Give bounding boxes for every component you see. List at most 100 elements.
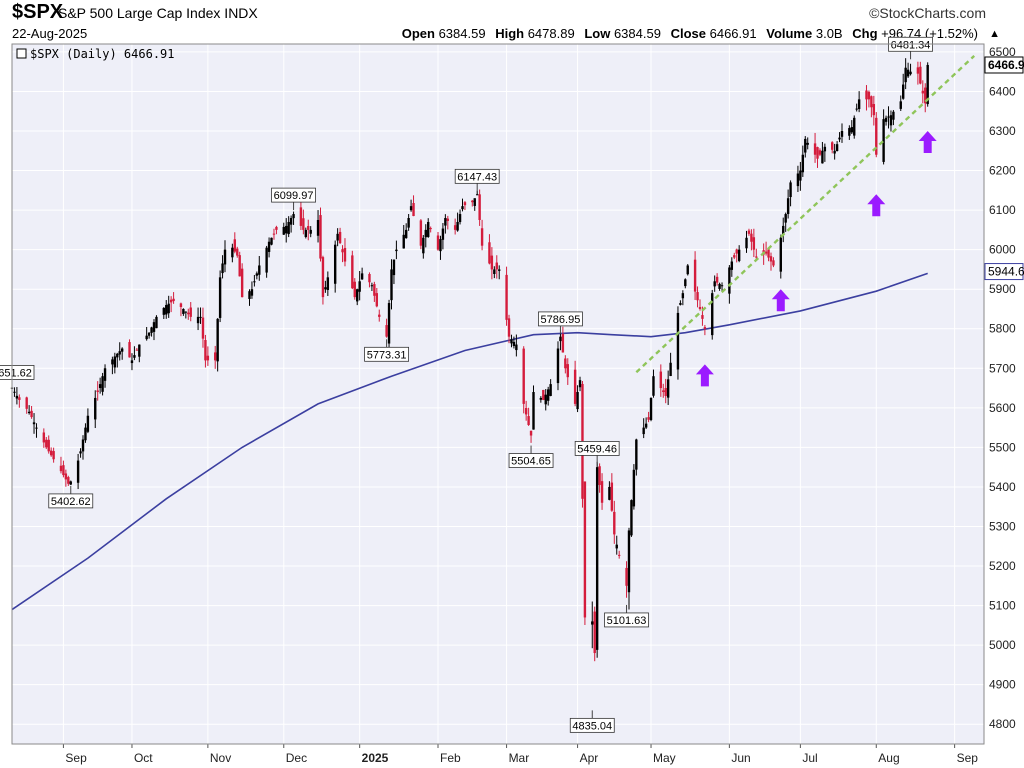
candle-body xyxy=(172,298,175,302)
x-tick-label: Sep xyxy=(65,751,87,765)
volume-label: Volume xyxy=(766,26,813,41)
close-label: Close xyxy=(670,26,706,41)
candle-body xyxy=(150,327,153,333)
candle-body xyxy=(902,84,905,99)
candle-body xyxy=(458,214,462,223)
candle-body xyxy=(456,221,459,231)
candle-body xyxy=(289,218,293,225)
candle-body xyxy=(681,293,685,299)
low-value: 6384.59 xyxy=(613,26,661,41)
candle-body xyxy=(816,147,819,159)
candle-body xyxy=(201,317,205,339)
candle-body xyxy=(59,465,63,472)
candle-body xyxy=(875,117,878,155)
legend-swatch-icon xyxy=(16,48,27,59)
candle-body xyxy=(529,430,533,436)
candle-body xyxy=(730,261,734,270)
candle-body xyxy=(375,293,379,307)
candle-body xyxy=(336,233,339,241)
ticker-symbol: $SPX xyxy=(12,1,64,23)
candle-body xyxy=(463,202,467,206)
low-label: Low xyxy=(584,26,611,41)
candle-body xyxy=(45,439,48,448)
x-tick-label: Dec xyxy=(286,751,307,765)
candle-body xyxy=(32,422,36,425)
open-label: Open xyxy=(401,26,435,41)
candle-body xyxy=(189,307,192,317)
brand-label[interactable]: ©StockCharts.com xyxy=(869,5,986,21)
candle-body xyxy=(786,198,790,214)
candle-body xyxy=(35,427,38,429)
candle-body xyxy=(15,395,19,399)
candle-body xyxy=(921,90,924,94)
candle-body xyxy=(693,259,697,292)
collapse-arrow-icon[interactable]: ▲ xyxy=(989,28,1000,40)
candle-body xyxy=(515,344,518,351)
candle-body xyxy=(429,228,432,230)
candle-body xyxy=(632,469,636,507)
candle-body xyxy=(600,481,604,503)
y-tick-label: 5000 xyxy=(989,638,1016,652)
ma-price-box xyxy=(984,263,1024,281)
y-tick-label: 4800 xyxy=(989,717,1016,731)
candle-body xyxy=(473,198,476,206)
candle-body xyxy=(182,308,185,314)
candle-body xyxy=(855,108,858,110)
candle-body xyxy=(360,273,364,280)
open-value: 6384.59 xyxy=(438,26,486,41)
candle-body xyxy=(30,410,33,418)
candle-body xyxy=(238,255,241,277)
candle-body xyxy=(96,390,99,393)
candle-body xyxy=(720,285,724,287)
candle-body xyxy=(304,229,308,238)
candle-body xyxy=(446,218,450,221)
candle-body xyxy=(302,218,305,230)
candle-body xyxy=(101,376,104,392)
candle-body xyxy=(578,380,582,388)
candle-body xyxy=(919,66,922,84)
candle-body xyxy=(480,228,484,246)
up-arrow-icon xyxy=(867,194,886,217)
price-annotations: 5651.62 5402.62 6099.97 5773.31 6147.43 5786.… xyxy=(0,36,933,733)
ma-price-label: 5944.6 xyxy=(988,265,1024,279)
candle-body xyxy=(353,281,356,298)
candle-body xyxy=(42,432,46,443)
candle-body xyxy=(118,351,121,355)
candle-body xyxy=(98,384,102,389)
y-tick-label: 5900 xyxy=(989,282,1016,296)
candle-body xyxy=(255,273,259,276)
candle-body xyxy=(64,473,68,480)
y-tick-label: 4900 xyxy=(989,678,1016,692)
candle-body xyxy=(613,511,616,535)
candle-body xyxy=(644,423,648,428)
candle-body xyxy=(439,239,442,252)
candle-body xyxy=(767,249,770,258)
x-tick-label: Mar xyxy=(509,751,530,765)
candle-body xyxy=(236,248,239,256)
x-tick-label: Apr xyxy=(580,751,599,765)
candle-body xyxy=(662,390,665,393)
candle-body xyxy=(823,146,827,152)
x-tick-label: Feb xyxy=(440,751,461,765)
y-tick-label: 5500 xyxy=(989,440,1016,454)
candle-body xyxy=(745,237,748,249)
candle-body xyxy=(833,150,836,154)
annotation-label: 5459.46 xyxy=(577,443,617,455)
candle-body xyxy=(696,292,699,301)
candle-body xyxy=(679,303,682,305)
candle-body xyxy=(801,154,805,173)
grid-lines xyxy=(12,44,984,744)
candle-body xyxy=(750,233,753,242)
candle-body xyxy=(595,467,599,650)
candle-body xyxy=(214,352,217,361)
candle-body xyxy=(573,369,577,404)
candle-body xyxy=(270,237,273,245)
candle-body xyxy=(789,182,792,198)
candle-body xyxy=(882,119,885,162)
candle-body xyxy=(402,234,405,249)
candle-body xyxy=(564,358,567,369)
candle-body xyxy=(831,142,834,150)
candle-body xyxy=(884,117,888,122)
candle-body xyxy=(566,364,569,378)
